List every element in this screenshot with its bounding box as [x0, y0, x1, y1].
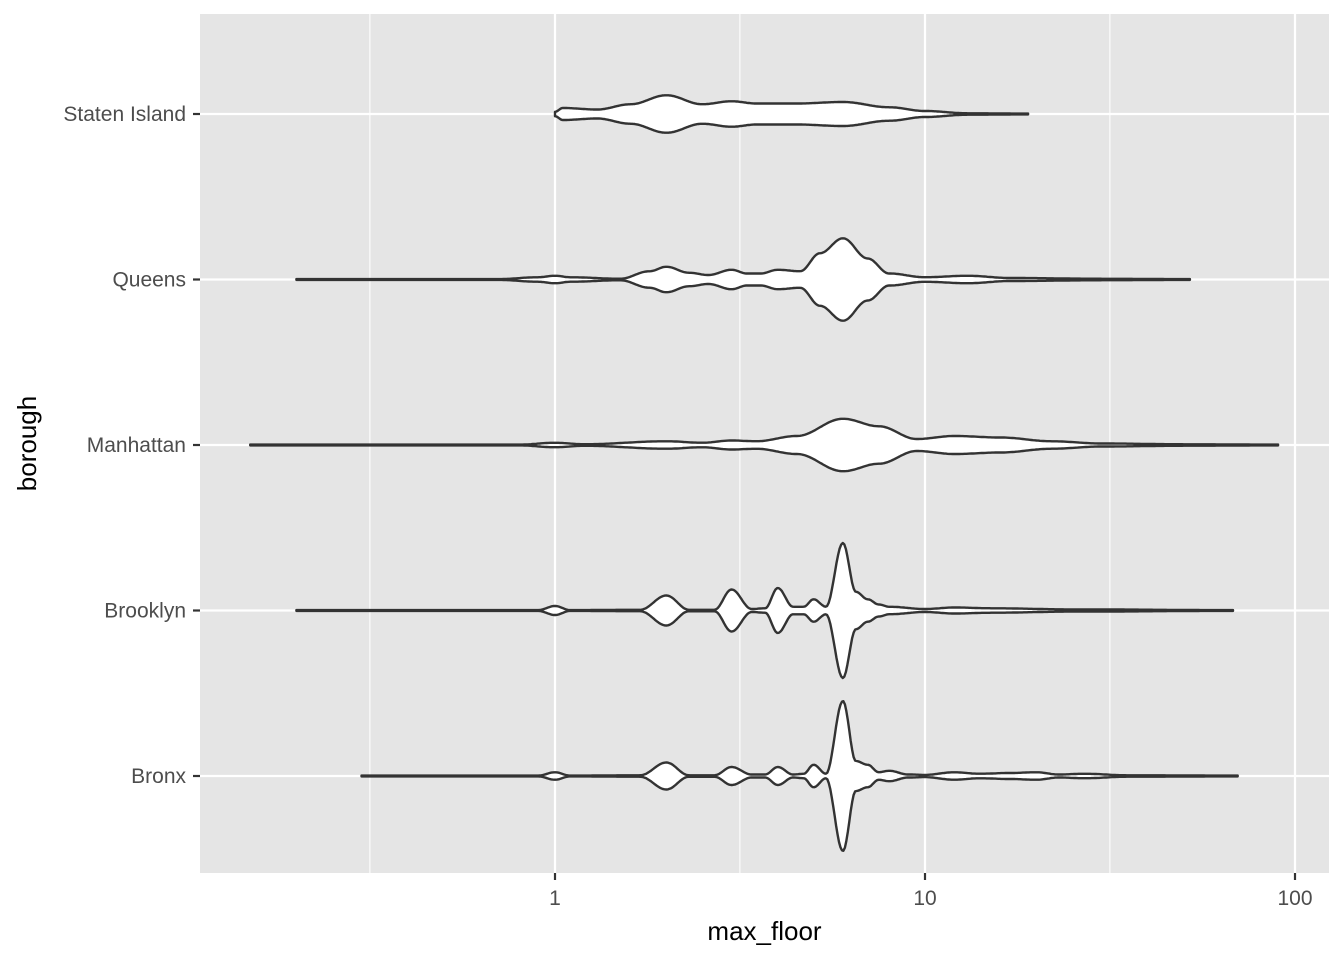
- x-tick-label: 10: [913, 887, 936, 910]
- violin-staten-island: [553, 94, 1030, 134]
- x-axis-title: max_floor: [707, 916, 821, 946]
- x-tick-label: 100: [1277, 887, 1312, 910]
- y-axis: Staten Island Queens Manhattan Brooklyn Bron…: [63, 103, 200, 788]
- x-tick-label: 1: [549, 887, 561, 910]
- violin-bronx: [360, 700, 1239, 852]
- y-tick-label: Bronx: [131, 765, 186, 788]
- y-tick-label: Brooklyn: [104, 600, 186, 623]
- x-axis: 1 10 100: [549, 873, 1313, 910]
- violin-brooklyn: [295, 541, 1235, 680]
- y-axis-title: borough: [12, 396, 42, 491]
- y-tick-label: Manhattan: [87, 434, 186, 457]
- violins: [249, 94, 1280, 852]
- y-tick-label: Queens: [112, 269, 186, 292]
- violin-queens: [295, 237, 1192, 322]
- violin-manhattan: [249, 417, 1280, 473]
- y-tick-label: Staten Island: [63, 103, 186, 126]
